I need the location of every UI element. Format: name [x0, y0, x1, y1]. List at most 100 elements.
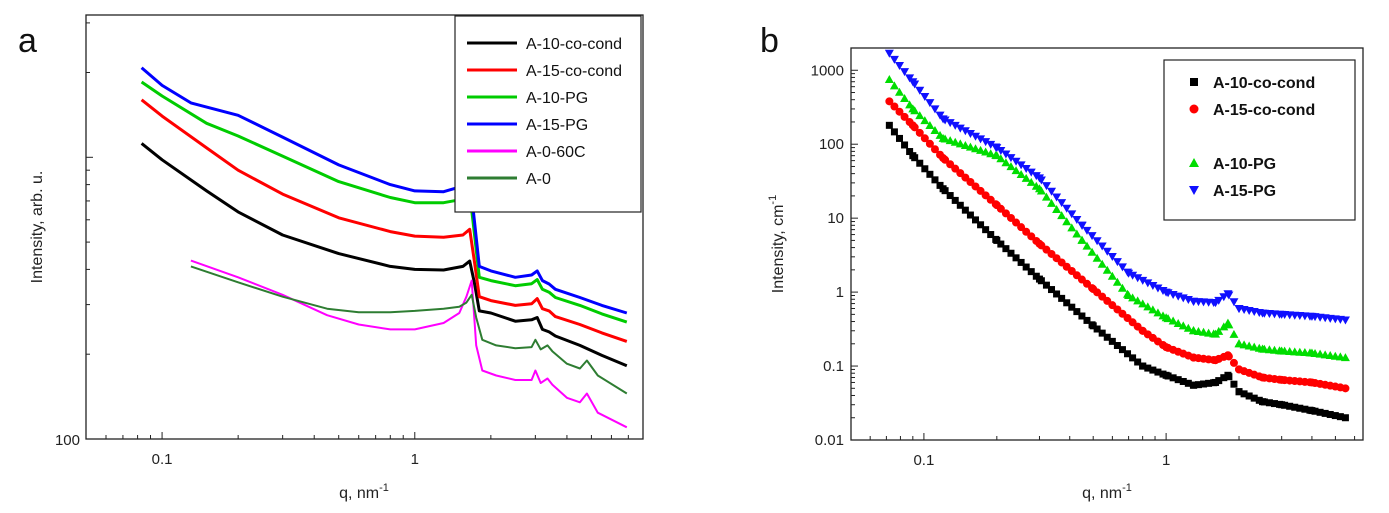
- data-point: [1235, 388, 1243, 396]
- data-point: [925, 99, 935, 108]
- data-point: [1036, 176, 1046, 185]
- data-point: [987, 231, 995, 239]
- data-point: [965, 129, 975, 138]
- data-point: [981, 138, 991, 147]
- data-point: [1129, 354, 1137, 362]
- data-point: [1102, 265, 1112, 274]
- data-point: [1179, 377, 1187, 385]
- data-point: [1194, 381, 1202, 389]
- data-point: [935, 130, 945, 139]
- data-point: [1026, 177, 1036, 186]
- data-point: [1092, 237, 1102, 246]
- data-point: [1103, 333, 1111, 341]
- series-line-a-a-10-co-cond: [140, 142, 628, 368]
- legend-label-a: A-15-PG: [526, 117, 588, 134]
- series-group-b: [884, 49, 1350, 422]
- data-point: [956, 201, 964, 209]
- data-point: [1291, 403, 1299, 411]
- x-tick-label-a: 0.1: [152, 451, 173, 468]
- panel-b-label: b: [760, 22, 779, 60]
- data-point: [1062, 204, 1072, 213]
- data-point: [885, 121, 893, 129]
- data-point: [905, 118, 914, 127]
- data-point: [1017, 223, 1026, 232]
- data-point: [889, 81, 899, 90]
- data-point: [1210, 379, 1218, 387]
- data-point: [920, 116, 930, 125]
- data-point: [1118, 346, 1126, 354]
- data-point: [1153, 308, 1163, 317]
- data-point: [905, 100, 915, 109]
- data-point: [1063, 299, 1071, 307]
- data-point: [940, 134, 950, 143]
- y-axis-label-b: Intensity, cm-1: [767, 195, 787, 293]
- legend-marker-b: [1189, 158, 1199, 167]
- legend-b: A-10-co-cond A-15-co-cond A-10-PG A-15-PG: [1163, 59, 1356, 221]
- series-line-a-a-15-pg: [140, 66, 628, 315]
- plot-frame-b: [850, 47, 1364, 441]
- data-point: [920, 92, 930, 101]
- data-point: [1087, 232, 1097, 241]
- legend-label-a: A-15-co-cond: [526, 63, 622, 80]
- data-point: [1102, 247, 1112, 256]
- data-point: [915, 111, 925, 120]
- data-point: [1214, 326, 1224, 335]
- data-point: [1017, 258, 1025, 266]
- legend-label-b: A-10-co-cond: [1213, 75, 1315, 92]
- data-point: [1341, 414, 1349, 422]
- data-point: [930, 145, 939, 154]
- x-axis-label-a: q, nm-1: [339, 482, 389, 502]
- data-point: [1148, 305, 1158, 314]
- data-point: [1078, 312, 1086, 320]
- data-point: [1092, 253, 1102, 262]
- data-point: [1215, 377, 1223, 385]
- data-point: [1117, 263, 1127, 272]
- data-point: [945, 119, 955, 128]
- data-point: [1027, 232, 1036, 241]
- data-point: [925, 139, 934, 148]
- data-point: [981, 147, 991, 156]
- data-point: [921, 165, 929, 173]
- data-point: [951, 196, 959, 204]
- data-point: [1219, 293, 1229, 302]
- data-point: [1286, 402, 1294, 410]
- series-b-a-10-pg: [884, 74, 1350, 362]
- data-point: [1184, 379, 1192, 387]
- data-point: [1021, 164, 1031, 173]
- data-point: [930, 125, 940, 134]
- data-point: [1047, 187, 1057, 196]
- data-point: [1007, 249, 1015, 257]
- data-point: [1249, 342, 1259, 351]
- data-point: [1239, 340, 1249, 349]
- data-point: [1234, 339, 1244, 348]
- data-point: [925, 121, 935, 130]
- data-point: [991, 143, 1001, 152]
- data-point: [911, 154, 919, 162]
- data-point: [1138, 299, 1148, 308]
- x-tick-label-b: 1: [1162, 452, 1170, 469]
- data-point: [1209, 299, 1219, 308]
- data-point: [1336, 413, 1344, 421]
- data-point: [940, 116, 950, 125]
- data-point: [1281, 401, 1289, 409]
- data-point: [900, 68, 910, 77]
- data-point: [1240, 390, 1248, 398]
- data-point: [1027, 268, 1035, 276]
- data-point: [997, 240, 1005, 248]
- data-point: [1031, 181, 1041, 190]
- data-point: [986, 140, 996, 149]
- data-point: [1058, 294, 1066, 302]
- data-point: [1031, 172, 1041, 181]
- data-point: [1143, 302, 1153, 311]
- data-point: [1077, 221, 1087, 230]
- data-point: [1026, 168, 1036, 177]
- data-point: [1001, 209, 1010, 218]
- data-point: [890, 128, 898, 136]
- data-point: [920, 134, 929, 143]
- data-point: [1093, 325, 1101, 333]
- data-point: [1016, 161, 1026, 170]
- data-point: [955, 124, 965, 133]
- data-point: [1138, 276, 1148, 285]
- data-point: [1042, 281, 1050, 289]
- data-point: [950, 121, 960, 130]
